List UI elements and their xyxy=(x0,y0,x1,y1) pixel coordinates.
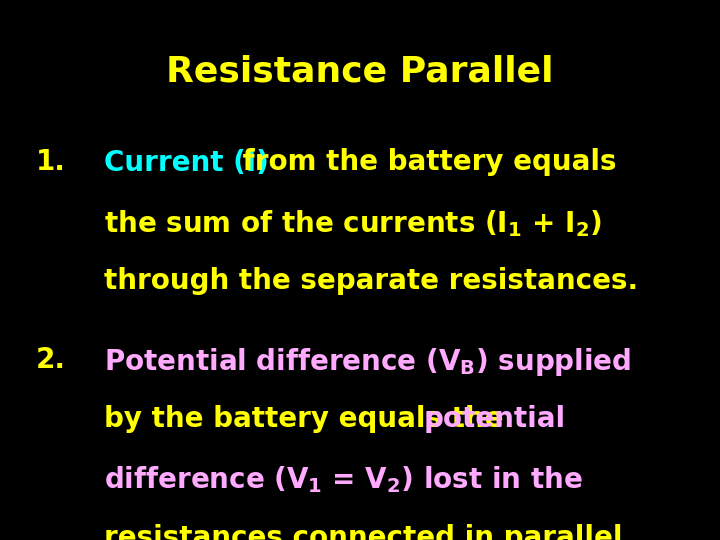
Text: Resistance Parallel: Resistance Parallel xyxy=(166,54,554,88)
Text: 1.: 1. xyxy=(36,148,66,177)
Text: Potential difference ($\mathregular{V_B}$) supplied: Potential difference ($\mathregular{V_B}… xyxy=(104,346,631,377)
Text: by the battery equals the: by the battery equals the xyxy=(104,405,513,433)
Text: difference ($\mathregular{V_1}$ = $\mathregular{V_2}$) lost in the: difference ($\mathregular{V_1}$ = $\math… xyxy=(104,464,583,495)
Text: through the separate resistances.: through the separate resistances. xyxy=(104,267,639,295)
Text: Current (I): Current (I) xyxy=(104,148,269,177)
Text: resistances connected in parallel.: resistances connected in parallel. xyxy=(104,524,634,540)
Text: potential: potential xyxy=(424,405,566,433)
Text: from the battery equals: from the battery equals xyxy=(233,148,616,177)
Text: 2.: 2. xyxy=(36,346,66,374)
Text: the sum of the currents ($\mathregular{I_1}$ + $\mathregular{I_2}$): the sum of the currents ($\mathregular{I… xyxy=(104,208,602,239)
